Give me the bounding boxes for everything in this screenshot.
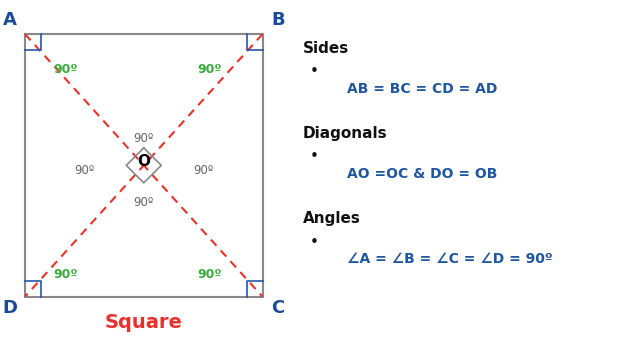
Text: 90º: 90º <box>53 63 78 76</box>
Text: O: O <box>138 154 150 169</box>
Text: C: C <box>271 299 285 316</box>
Text: Angles: Angles <box>303 211 361 226</box>
Text: Square: Square <box>105 313 182 332</box>
Text: 90º: 90º <box>74 164 94 177</box>
Text: D: D <box>2 299 17 316</box>
Text: 90º: 90º <box>197 268 222 281</box>
Text: 90º: 90º <box>197 63 222 76</box>
Text: AB = BC = CD = AD: AB = BC = CD = AD <box>347 82 498 96</box>
Text: B: B <box>271 12 285 29</box>
Text: 90º: 90º <box>53 268 78 281</box>
Text: Sides: Sides <box>303 41 349 56</box>
Text: AO =OC & DO = OB: AO =OC & DO = OB <box>347 167 498 181</box>
Text: 90º: 90º <box>134 196 154 209</box>
Text: 90º: 90º <box>134 132 154 145</box>
Text: 90º: 90º <box>193 164 213 177</box>
Text: Diagonals: Diagonals <box>303 126 388 141</box>
Text: •: • <box>309 235 318 250</box>
Text: A: A <box>2 12 16 29</box>
Text: •: • <box>309 149 318 164</box>
Text: •: • <box>309 64 318 79</box>
Text: ∠A = ∠B = ∠C = ∠D = 90º: ∠A = ∠B = ∠C = ∠D = 90º <box>347 252 552 266</box>
